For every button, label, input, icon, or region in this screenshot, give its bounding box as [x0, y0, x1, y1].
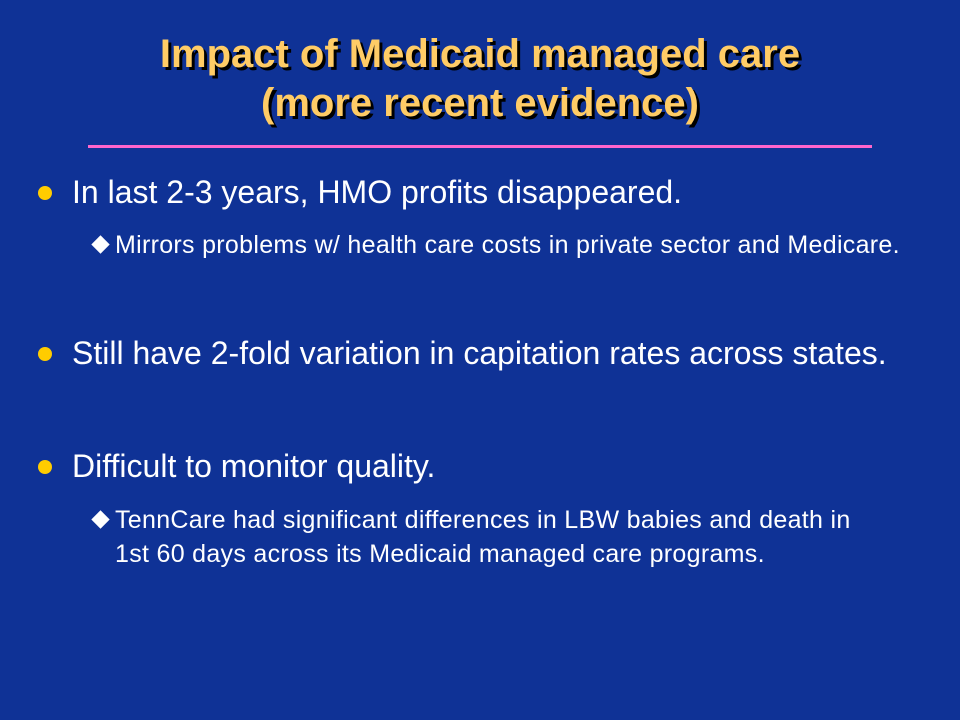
bullet-diamond-icon [91, 235, 110, 254]
bullet-item-2: Still have 2-fold variation in capitatio… [72, 335, 887, 371]
bullet-item-3: Difficult to monitor quality. [72, 448, 436, 484]
slide-title: Impact of Medicaid managed care (more re… [0, 30, 960, 128]
bullet-item-1: In last 2-3 years, HMO profits disappear… [72, 174, 683, 210]
title-line-1: Impact of Medicaid managed care [159, 32, 801, 76]
bullet-dot-icon [38, 347, 52, 361]
title-underline [88, 145, 872, 148]
title-line-2: (more recent evidence) [261, 81, 699, 125]
bullet-dot-icon [38, 186, 52, 200]
bullet-dot-icon [38, 460, 52, 474]
bullet-diamond-icon [91, 510, 110, 529]
sub-bullet-item-2: TennCare had significant differences in … [115, 506, 851, 568]
sub-bullet-item-1: Mirrors problems w/ health care costs in… [115, 231, 900, 259]
